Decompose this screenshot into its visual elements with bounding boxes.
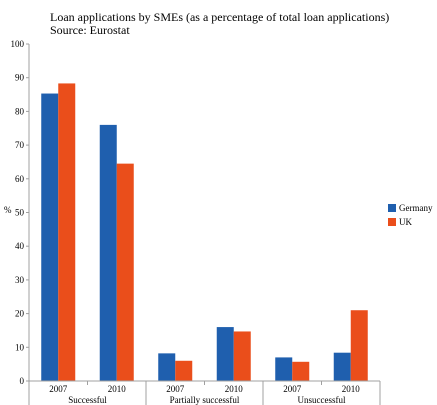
bar-uk-1 — [116, 163, 134, 381]
legend-swatch-uk — [388, 218, 396, 226]
y-tick-label: 100 — [11, 39, 25, 49]
y-axis-label: % — [4, 205, 12, 215]
y-tick-label: 60 — [15, 174, 25, 184]
x-tick-label: 2007 — [283, 384, 302, 394]
legend-label: Germany — [399, 203, 433, 213]
y-tick-label: 0 — [20, 376, 25, 386]
legend-swatch-germany — [388, 204, 396, 212]
y-tick-label: 20 — [15, 309, 25, 319]
bar-germany-3 — [216, 327, 234, 381]
x-tick-label: 2010 — [342, 384, 361, 394]
bar-uk-3 — [233, 331, 251, 381]
bars — [41, 83, 368, 381]
y-axis-ticks: 0 10 20 30 40 50 60 70 80 90 100 — [11, 39, 30, 386]
legend-label: UK — [399, 217, 412, 227]
bar-uk-0 — [58, 83, 76, 381]
group-label: Unsuccessful — [298, 395, 346, 405]
bar-germany-1 — [99, 124, 117, 381]
group-label: Successful — [68, 395, 107, 405]
bar-uk-2 — [175, 360, 193, 381]
bar-germany-2 — [158, 353, 176, 381]
y-tick-label: 90 — [15, 73, 25, 83]
y-tick-label: 40 — [15, 241, 25, 251]
y-tick-label: 50 — [15, 208, 25, 218]
bar-germany-5 — [333, 352, 351, 381]
bar-uk-5 — [350, 310, 368, 381]
legend: Germany UK — [388, 203, 433, 227]
bar-germany-4 — [275, 357, 293, 381]
bar-uk-4 — [292, 361, 310, 381]
x-tick-label: 2007 — [166, 384, 185, 394]
y-tick-label: 10 — [15, 342, 25, 352]
group-label: Partially successful — [170, 395, 240, 405]
chart-subtitle: Source: Eurostat — [50, 23, 130, 37]
x-tick-label: 2007 — [49, 384, 68, 394]
x-tick-label: 2010 — [108, 384, 127, 394]
x-tick-label: 2010 — [225, 384, 244, 394]
chart-title: Loan applications by SMEs (as a percenta… — [50, 10, 389, 24]
bar-germany-0 — [41, 93, 59, 381]
y-tick-label: 70 — [15, 140, 25, 150]
y-tick-label: 80 — [15, 106, 25, 116]
y-tick-label: 30 — [15, 275, 25, 285]
